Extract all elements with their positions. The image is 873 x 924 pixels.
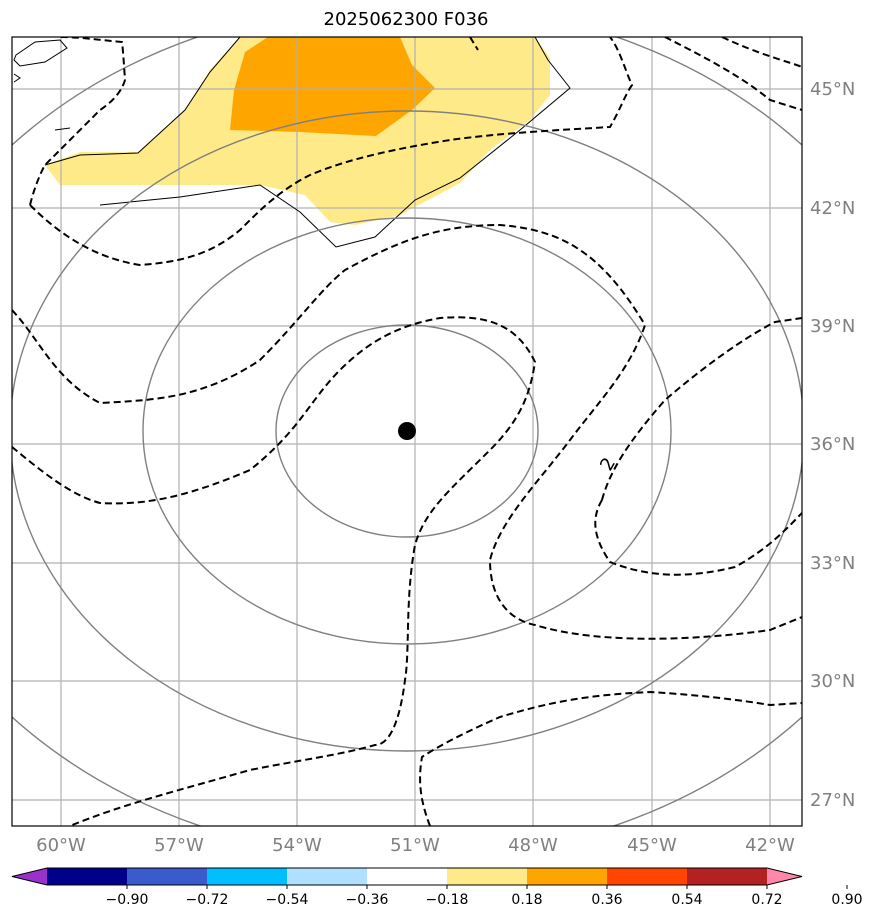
lat-label-39n: 39°N — [810, 316, 855, 337]
storm-center-marker — [398, 422, 416, 440]
lon-label-42w: 42°W — [745, 835, 795, 856]
lat-label-42n: 42°N — [810, 198, 855, 219]
lat-label-33n: 33°N — [810, 553, 855, 574]
lon-label-54w: 54°W — [272, 835, 322, 856]
colorbar-outline — [11, 867, 803, 886]
graticule — [12, 37, 802, 826]
lat-label-36n: 36°N — [810, 434, 855, 455]
lat-label-27n: 27°N — [810, 790, 855, 811]
lon-label-57w: 57°W — [154, 835, 204, 856]
colorbar-segment — [607, 868, 688, 885]
colorbar-tick-label: −0.90 — [106, 892, 149, 908]
colorbar-extend-high — [767, 868, 802, 885]
colorbar-extend-low — [12, 868, 47, 885]
colorbar-tick-label: −0.72 — [186, 892, 229, 908]
colorbar-segment — [367, 868, 448, 885]
colorbar-tick-label: −0.36 — [346, 892, 389, 908]
latitude-labels: 45°N 42°N 39°N 36°N 33°N 30°N 27°N — [810, 79, 855, 811]
colorbar-segment — [47, 868, 128, 885]
colorbar-tick-label: 0.72 — [751, 892, 782, 908]
colorbar-segment — [447, 868, 528, 885]
lon-label-60w: 60°W — [36, 835, 86, 856]
colorbar-segment — [527, 868, 608, 885]
lat-label-45n: 45°N — [810, 79, 855, 100]
colorbar-segment — [687, 868, 768, 885]
dashed-contours — [12, 37, 802, 826]
colorbar-tick-label: −0.18 — [426, 892, 469, 908]
colorbar-tick-label: 0.90 — [831, 892, 862, 908]
colorbar: −0.90 −0.72 −0.54 −0.36 −0.18 0.18 0.36 0.54 0.7… — [11, 867, 863, 908]
colorbar-tick-label: 0.36 — [591, 892, 622, 908]
lat-label-30n: 30°N — [810, 671, 855, 692]
colorbar-segment — [287, 868, 368, 885]
map-frame — [11, 36, 803, 827]
lon-label-48w: 48°W — [508, 835, 558, 856]
colorbar-segment — [207, 868, 288, 885]
contour-label: 2 — [596, 454, 620, 474]
colorbar-tick-label: −0.54 — [266, 892, 309, 908]
map-title: 2025062300 F036 — [323, 9, 489, 30]
colorbar-tick-label: 0.18 — [511, 892, 542, 908]
range-rings — [12, 37, 802, 826]
colorbar-segment — [127, 868, 208, 885]
lon-label-51w: 51°W — [390, 835, 440, 856]
lon-label-45w: 45°W — [627, 835, 677, 856]
colorbar-tick-label: 0.54 — [671, 892, 702, 908]
longitude-labels: 60°W 57°W 54°W 51°W 48°W 45°W 42°W — [36, 835, 795, 856]
